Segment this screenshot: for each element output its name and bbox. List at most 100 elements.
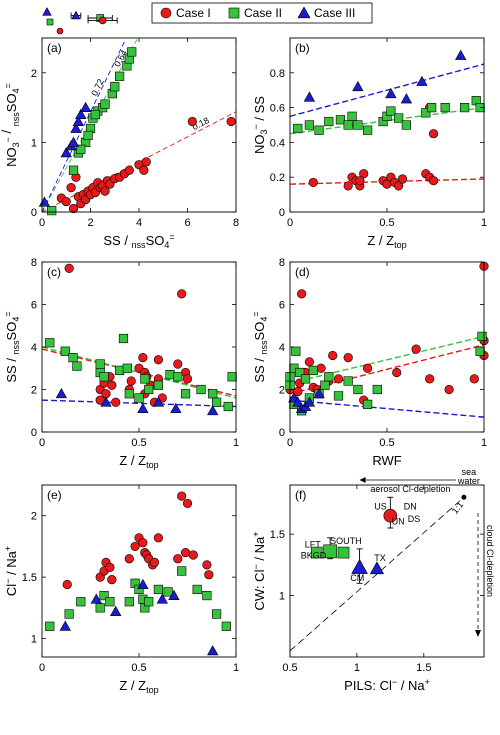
point-case-i	[68, 203, 79, 214]
x-tick-label: 6	[184, 217, 190, 229]
point-case-iii	[55, 387, 68, 399]
point-case-i	[62, 579, 72, 590]
ticks: 0 2 4 6 8 0 1 2	[31, 38, 239, 229]
aerosol-arrowhead	[359, 477, 366, 483]
legend-marker-case-ii	[228, 7, 240, 19]
point-case-ii	[122, 363, 132, 373]
axis-label: SS / nssSO4=	[251, 311, 269, 382]
x-tick-label: 1	[233, 437, 239, 449]
point-case-ii	[221, 621, 231, 631]
point-case-ii	[353, 120, 363, 130]
data-points	[45, 491, 231, 656]
point-case-i	[173, 554, 183, 564]
point-case-iii	[90, 593, 102, 604]
point-case-ii	[124, 389, 134, 399]
fit-line	[289, 63, 485, 117]
error-bar-marker	[98, 16, 107, 25]
point-case-i	[316, 363, 326, 373]
axes-frame	[41, 261, 237, 433]
point-case-i	[111, 397, 121, 407]
site-label-cm: CM	[350, 573, 364, 583]
point-case-iii	[416, 75, 428, 86]
point-case-i	[130, 541, 140, 552]
y-tick-label: 2	[31, 385, 37, 397]
x-tick-label: 0	[39, 437, 45, 449]
point-case-ii	[76, 597, 86, 607]
point-case-i	[226, 116, 236, 127]
axes-frame	[289, 484, 485, 658]
point-case-i	[444, 384, 454, 395]
point-case-i	[188, 550, 198, 560]
point-case-ii	[100, 99, 110, 109]
site-label-bkgd: BKGD	[301, 551, 327, 561]
point-case-ii	[440, 103, 450, 113]
point-case-i	[411, 344, 421, 354]
panel-label: (e)	[47, 488, 62, 502]
point-case-i	[105, 562, 115, 572]
x-tick-label: 2	[87, 217, 93, 229]
point-case-i	[138, 353, 148, 363]
panel-e: 0 0.5 1 1 1.5 2 (e) Z / Ztop Cl− / Na+	[3, 484, 239, 695]
point-case-ii	[293, 123, 303, 134]
legend-label-case-iii: Case III	[314, 6, 355, 20]
point-case-ii	[202, 590, 212, 601]
point-case-i	[425, 374, 435, 384]
x-tick-label: 0	[39, 217, 45, 229]
point-case-iii	[137, 402, 149, 414]
y-tick-label: 8	[279, 257, 285, 269]
panel-d: 0 0.5 1 0 2 4 6 8 (d) RWF SS / nssSO4=	[251, 257, 489, 468]
axis-label: RWF	[372, 453, 401, 468]
point-case-ii	[324, 372, 334, 382]
axis-label: CW: Cl− / Na+	[251, 532, 267, 611]
point-case-ii	[295, 367, 305, 378]
x-tick-label: 0	[287, 217, 293, 229]
point-case-ii	[64, 609, 74, 619]
point-case-ii	[401, 120, 412, 130]
axis-label: SS / nssSO4=	[103, 232, 174, 250]
point-case-iii	[292, 396, 304, 407]
point-case-ii	[124, 597, 134, 607]
y-tick-label: 2	[279, 385, 285, 397]
point-case-i	[343, 181, 353, 191]
outlier-marker	[42, 7, 52, 16]
panel-c: 0 0.5 1 0 2 4 6 8 (c) Z / Ztop SS / nssSO4=	[3, 257, 239, 470]
y-tick-label: 2	[31, 68, 37, 80]
point-case-iii	[303, 91, 316, 102]
point-case-i	[182, 374, 193, 384]
point-case-i	[138, 538, 148, 548]
panel-label: (c)	[47, 265, 61, 279]
point-case-i	[343, 353, 353, 363]
point-case-ii	[196, 384, 206, 395]
fit-line	[289, 399, 485, 418]
point-case-i	[304, 357, 315, 367]
y-tick-label: 2	[31, 511, 37, 523]
point-case-i	[139, 165, 149, 175]
axis-label: NO3− / nssSO4=	[0, 83, 21, 167]
x-tick-label: 1	[354, 662, 360, 674]
point-case-i	[333, 374, 344, 384]
point-case-iii	[369, 561, 385, 575]
x-tick-label: 0.5	[379, 437, 394, 449]
point-case-i	[308, 177, 318, 188]
point-case-ii	[180, 389, 191, 399]
site-label-dn: DN	[404, 502, 417, 512]
point-case-ii	[115, 365, 125, 375]
error-bar-marker	[383, 508, 398, 523]
legend-marker-case-i	[160, 7, 172, 19]
y-tick-label: 0	[279, 207, 285, 219]
point-case-i	[124, 165, 134, 175]
y-tick-label: 0.4	[270, 137, 285, 149]
outlier-marker	[46, 18, 54, 26]
point-case-i	[297, 289, 307, 299]
point-case-i	[153, 355, 163, 365]
point-case-ii	[165, 370, 175, 380]
point-case-iii	[313, 387, 325, 399]
point-case-ii	[477, 331, 487, 341]
ticks: 0 0.5 1 0 2 4 6 8	[31, 257, 239, 449]
point-case-ii	[475, 346, 485, 356]
point-case-ii	[320, 380, 330, 390]
point-case-i	[394, 181, 404, 191]
data-points	[285, 261, 489, 416]
